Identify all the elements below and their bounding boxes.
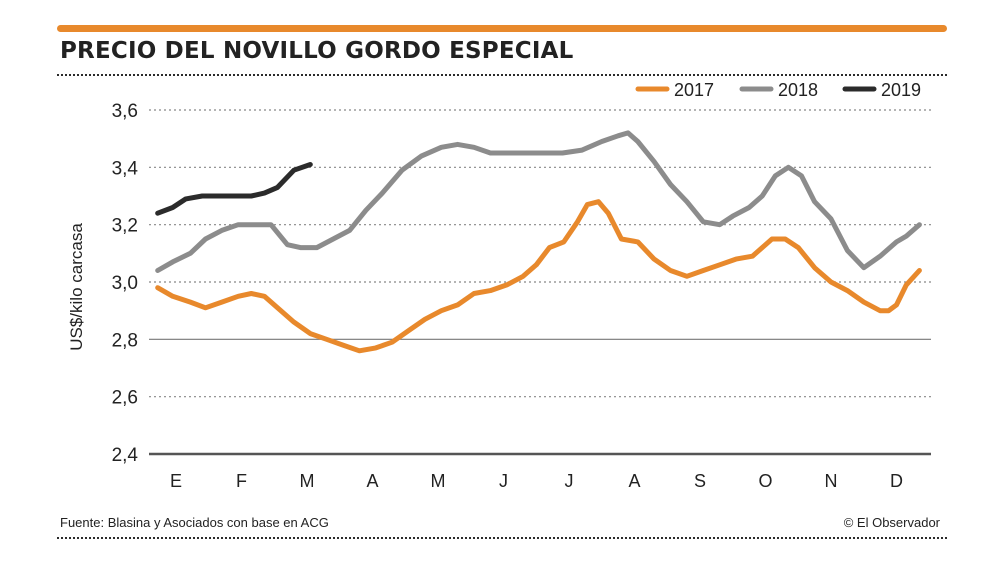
y-tick-label: 3,4 [112,158,139,179]
series-lines [155,130,922,354]
x-tick-label: F [236,471,247,491]
legend-label-2019: 2019 [881,80,921,100]
footer-divider [57,537,947,539]
y-tick-label: 2,4 [112,445,139,466]
series-line-2018 [155,130,922,273]
x-tick-label: O [758,471,772,491]
source-note: Fuente: Blasina y Asociados con base en … [60,515,329,530]
legend-label-2018: 2018 [778,80,818,100]
series-line-2017 [155,199,922,354]
chart-title: PRECIO DEL NOVILLO GORDO ESPECIAL [60,38,574,64]
x-tick-label: A [628,471,640,491]
y-tick-label: 2,6 [112,388,138,409]
x-tick-label: M [300,471,315,491]
y-tick-label: 3,2 [112,216,138,237]
grid-lines [149,109,931,456]
x-tick-label: S [694,471,706,491]
credit-note: © El Observador [843,515,940,530]
legend-label-2017: 2017 [674,80,714,100]
series-line-2019 [155,162,313,216]
x-tick-label: E [170,471,182,491]
x-tick-label: A [366,471,378,491]
y-tick-label: 2,8 [112,330,138,351]
y-tick-labels: 2,4 2,6 2,8 3,0 3,2 3,4 3,6 [112,101,139,466]
legend: 2017 2018 2019 [635,80,921,100]
x-tick-label: J [499,471,508,491]
top-accent-rule [57,25,947,32]
x-tick-label: D [890,471,903,491]
x-tick-label: N [825,471,838,491]
y-tick-label: 3,0 [112,273,138,294]
x-tick-label: M [431,471,446,491]
y-axis-label: US$/kilo carcasa [67,223,86,351]
y-tick-label: 3,6 [112,101,138,122]
title-divider [57,74,947,76]
x-tick-label: J [565,471,574,491]
